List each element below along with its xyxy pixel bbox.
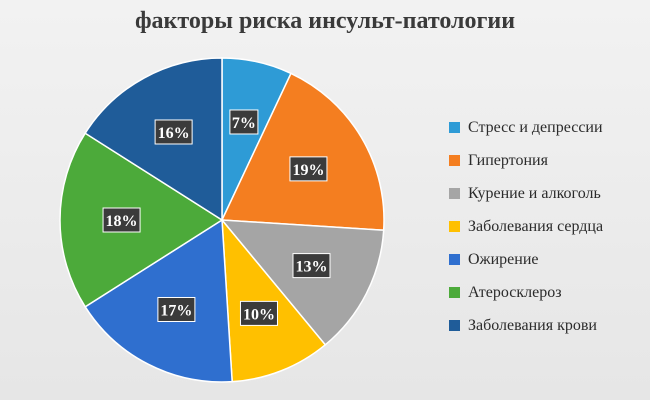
pie-slice: [220, 219, 385, 346]
legend-item: Курение и алкоголь: [449, 177, 649, 210]
chart-title: факторы риска инсульт-патологии: [134, 8, 516, 34]
slice-data-label: 16%: [154, 119, 193, 145]
legend-swatch: [449, 221, 460, 232]
pie-slice: [220, 72, 385, 231]
svg-text:19%: 19%: [292, 162, 324, 179]
slice-data-label: 7%: [229, 109, 259, 135]
slice-data-label: 17%: [157, 296, 196, 322]
svg-text:10%: 10%: [243, 306, 275, 323]
legend-label: Стресс и депрессии: [468, 118, 603, 136]
legend-item: Стресс и депрессии: [449, 111, 649, 144]
legend-item: Ожирение: [449, 243, 649, 276]
legend-item: Заболевания сердца: [449, 210, 649, 243]
svg-text:18%: 18%: [106, 213, 138, 230]
legend-swatch: [449, 287, 460, 298]
pie-slice: [221, 217, 327, 383]
legend-label: Атеросклероз: [468, 283, 562, 301]
legend-item: Заболевания крови: [449, 309, 649, 342]
slice-data-label: 19%: [289, 156, 328, 182]
svg-text:13%: 13%: [295, 259, 327, 276]
legend-item: Гипертония: [449, 144, 649, 177]
legend-label: Курение и алкоголь: [468, 184, 601, 202]
legend-label: Заболевания крови: [468, 316, 597, 334]
slice-data-label: 13%: [292, 253, 331, 279]
pie-slice: [59, 132, 224, 308]
legend-swatch: [449, 122, 460, 133]
chart-legend: Стресс и депрессии Гипертония Курение и ал…: [449, 111, 649, 342]
slice-data-label: 18%: [102, 207, 141, 233]
svg-text:16%: 16%: [158, 125, 190, 142]
legend-label: Гипертония: [468, 151, 548, 169]
slice-data-label: 10%: [239, 300, 278, 326]
legend-swatch: [449, 155, 460, 166]
legend-swatch: [449, 254, 460, 265]
legend-label: Заболевания сердца: [468, 217, 604, 235]
legend-swatch: [449, 188, 460, 199]
legend-swatch: [449, 320, 460, 331]
pie-slice: [84, 57, 223, 222]
legend-item: Атеросклероз: [449, 276, 649, 309]
svg-text:17%: 17%: [160, 302, 192, 319]
legend-label: Ожирение: [468, 250, 539, 268]
svg-text:7%: 7%: [232, 115, 256, 132]
